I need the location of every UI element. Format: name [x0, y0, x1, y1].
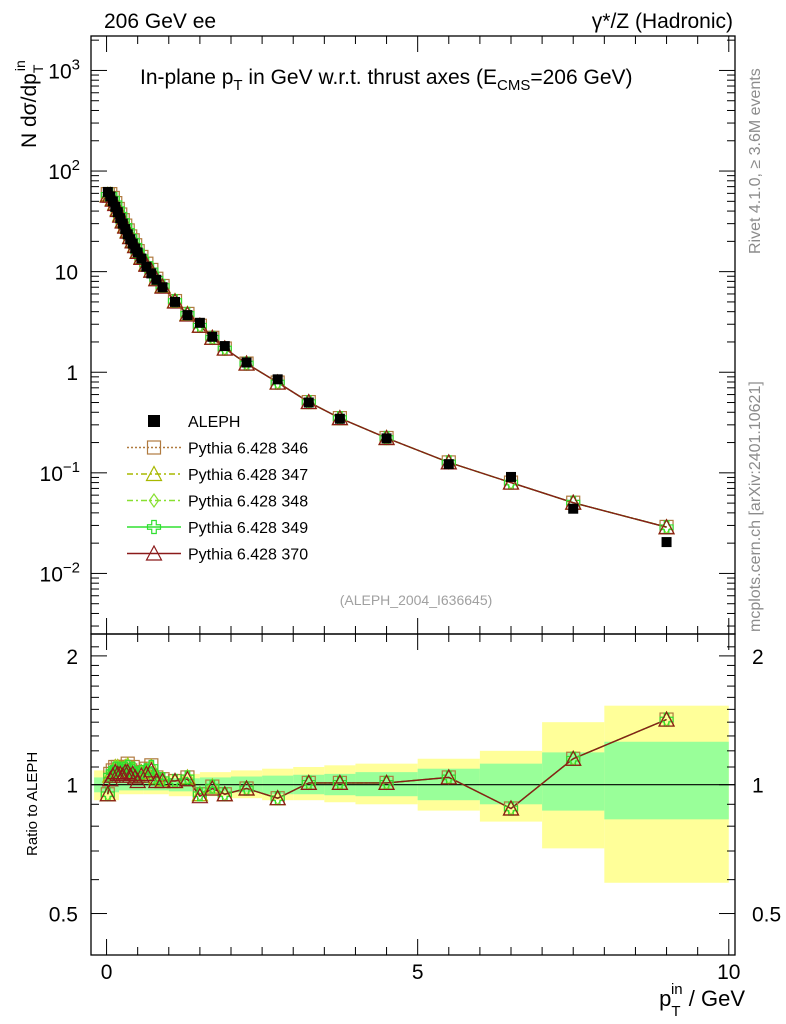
ratio-point-370 [121, 766, 139, 783]
aleph-point [107, 196, 118, 207]
header-right: γ*/Z (Hadronic) [592, 10, 733, 33]
ratio-y-label-right-1: 1 [752, 775, 764, 798]
main-ylabel: N dσ/dpTin [12, 60, 46, 148]
aleph-point [272, 374, 283, 385]
ratio-point-370 [300, 774, 318, 790]
main-frame [90, 35, 736, 635]
ratio-point-370 [378, 774, 396, 790]
aleph-point [170, 296, 180, 307]
aleph-point [381, 433, 392, 444]
ratio-y-label-right-2: 2 [752, 646, 764, 669]
main-series-layer [99, 186, 676, 548]
plot-title: In-plane pT in GeV w.r.t. thrust axes (E… [140, 66, 633, 94]
legend-marker-347 [145, 465, 163, 482]
y-label-1e3: 103 [48, 56, 80, 83]
ratio-ylabel: Ratio to ALEPH [24, 752, 41, 856]
rivet-label: Rivet 4.1.0, ≥ 3.6M events [747, 68, 764, 254]
ratio-point-370 [178, 770, 196, 787]
ratio-point-370 [658, 710, 676, 727]
ratio-point-370 [154, 772, 172, 789]
aleph-point [443, 459, 454, 470]
aleph-point [568, 503, 579, 514]
ratio-point-370 [137, 765, 155, 781]
ratio-point-370 [440, 768, 458, 785]
ratio-y-label-1: 1 [66, 775, 78, 798]
ratio-y-label-2: 2 [66, 646, 78, 669]
aleph-point [506, 471, 516, 482]
y-label-1: 1 [66, 362, 78, 385]
ratio-point-370 [331, 774, 349, 790]
aleph-point [132, 247, 143, 258]
aleph-point [146, 268, 157, 279]
ratio-point-370 [111, 765, 129, 781]
ratio-point-370 [269, 789, 287, 806]
ratio-point-370 [142, 761, 160, 778]
band-inner [604, 741, 729, 820]
header-left: 206 GeV ee [104, 10, 216, 33]
aleph-point [117, 218, 128, 229]
ratio-axes: 0.5 0.5 1 1 2 2 0 5 10 [49, 633, 781, 984]
ratio-point-370 [238, 779, 256, 796]
y-label-1e-1: 10−1 [40, 459, 80, 486]
ratio-frame [90, 633, 736, 956]
main-point-370 [658, 518, 676, 535]
ratio-point-349 [149, 770, 164, 785]
aleph-point [219, 341, 230, 352]
legend-label-370: Pythia 6.428 370 [188, 547, 308, 564]
aleph-point [115, 213, 126, 224]
aleph-point [334, 413, 345, 424]
legend-label-349: Pythia 6.428 349 [188, 520, 308, 537]
ratio-point-370 [564, 749, 582, 766]
legend-marker-349 [146, 519, 162, 535]
ratio-point-370 [502, 799, 520, 816]
ratio-point-370 [99, 785, 117, 802]
ratio-uncertainty-bands [94, 705, 729, 883]
y-label-1e2: 102 [48, 157, 80, 184]
mcplots-label: mcplots.cern.ch [arXiv:2401.10621] [747, 381, 764, 632]
y-label-10: 10 [55, 262, 78, 285]
legend-label-348: Pythia 6.428 348 [188, 494, 308, 511]
ratio-point-370 [166, 772, 184, 789]
aleph-point [120, 224, 131, 235]
band-inner [542, 752, 605, 811]
aleph-point [110, 201, 121, 212]
aleph-point [194, 317, 205, 328]
legend-marker-aleph [148, 415, 160, 427]
aleph-point [661, 537, 672, 548]
x-label-0: 0 [101, 961, 113, 984]
aleph-point [182, 310, 193, 321]
legend-marker-348 [148, 492, 160, 509]
aleph-point [151, 274, 162, 285]
ratio-point-370 [106, 763, 124, 780]
aleph-point [112, 207, 123, 218]
aleph-point [141, 261, 152, 272]
legend-label-ALEPH: ALEPH [188, 414, 240, 431]
legend-label-346: Pythia 6.428 346 [188, 441, 308, 458]
legend-marker-346 [146, 440, 162, 455]
main-axes: 10−2 10−1 1 10 102 103 [40, 35, 736, 635]
ratio-point-370 [203, 779, 221, 796]
ratio-point-370 [216, 785, 234, 802]
x-label-5: 5 [412, 961, 424, 984]
aleph-point [157, 282, 168, 293]
aleph-point [241, 357, 252, 368]
legend-marker-370 [145, 544, 163, 561]
main-point-370 [502, 473, 520, 490]
xlabel: pTin / GeV [659, 981, 745, 1020]
ratio-point-370 [191, 787, 209, 804]
aleph-point [303, 397, 314, 408]
aleph-point [207, 331, 218, 342]
legend: ALEPH Pythia 6.428 346 Pythia 6.428 347 Pyt… [127, 414, 308, 564]
aleph-point [136, 253, 147, 264]
analysis-watermark: (ALEPH_2004_I636645) [340, 592, 493, 608]
x-label-10: 10 [717, 961, 740, 984]
ratio-y-label-right-0.5: 0.5 [752, 904, 781, 927]
y-label-1e-2: 10−2 [40, 559, 80, 586]
ratio-y-label-0.5: 0.5 [49, 904, 78, 927]
legend-label-347: Pythia 6.428 347 [188, 467, 308, 484]
ratio-series-layer [99, 710, 676, 817]
